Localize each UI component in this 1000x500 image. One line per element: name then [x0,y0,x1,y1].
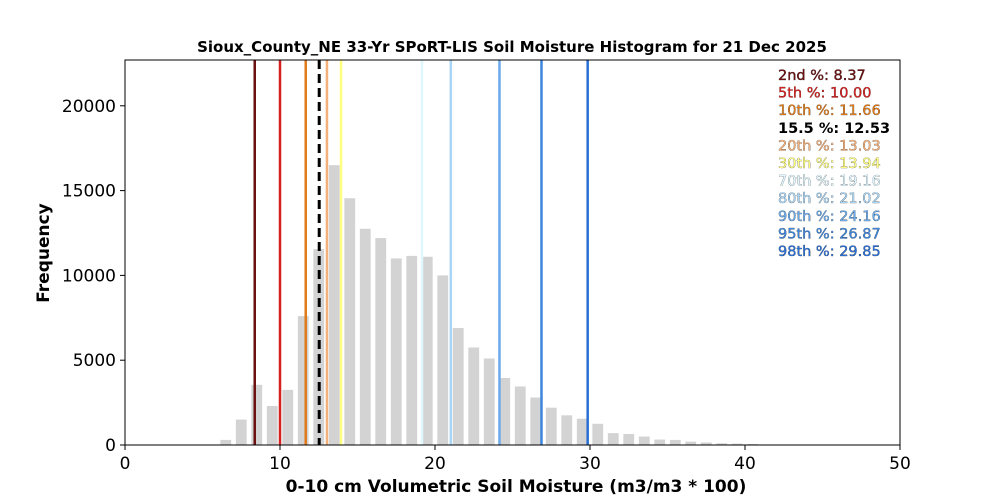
x-tick-label: 30 [579,454,601,474]
legend-entry: 98th %: 29.85 [778,244,881,260]
bars-group [220,165,774,446]
histogram-bar [251,384,263,445]
histogram-bar [499,378,511,445]
histogram-bar [716,443,728,445]
histogram-bar [685,441,697,445]
histogram-bar [468,347,480,445]
chart-title: Sioux_County_NE 33-Yr SPoRT-LIS Soil Moi… [197,38,827,56]
x-axis-ticks: 0 10 20 30 40 50 [120,445,911,474]
histogram-bar [623,433,635,445]
legend-entry: 10th %: 11.66 [778,103,881,119]
y-tick-label: 15000 [62,182,116,202]
histogram-bar [638,436,650,445]
x-tick-label: 40 [734,454,756,474]
x-tick-label: 50 [889,454,911,474]
histogram-bar [576,418,588,445]
x-axis-label: 0-10 cm Volumetric Soil Moisture (m3/m3 … [286,477,747,497]
histogram-bar [235,419,247,445]
legend-entry: 20th %: 13.03 [778,138,881,154]
legend-entry: 5th %: 10.00 [778,86,872,102]
histogram-bar [344,198,356,445]
histogram-bar [530,397,542,445]
percentile-lines-group [253,60,589,445]
histogram-bar [700,442,712,445]
histogram-bar [406,255,418,445]
histogram-bar [592,423,604,445]
histogram-bar [483,358,495,445]
x-tick-label: 10 [269,454,291,474]
x-tick-label: 20 [424,454,446,474]
y-tick-label: 0 [105,436,116,456]
histogram-bar [669,439,681,445]
y-axis-ticks: 0 5000 10000 15000 20000 [62,97,125,456]
y-tick-label: 20000 [62,97,116,117]
x-tick-label: 0 [120,454,131,474]
legend-entry: 70th %: 19.16 [778,174,881,190]
histogram-bar [437,275,449,445]
legend-entry: 95th %: 26.87 [778,226,881,242]
legend-entry: 80th %: 21.02 [778,191,881,207]
histogram-bar [514,386,526,445]
histogram-bar [359,228,371,445]
histogram-bar [375,238,387,445]
histogram-bar [390,258,402,445]
plot-frame [124,59,901,446]
legend-entry: 15.5 %: 12.53 [778,121,890,137]
histogram-bar [561,415,573,445]
histogram-bar [421,256,433,445]
y-axis-label: Frequency [34,203,54,303]
histogram-bar [731,443,743,445]
histogram-bar [452,327,464,445]
histogram-bar [545,407,557,445]
histogram-bar [607,433,619,445]
y-tick-label: 10000 [62,266,116,286]
histogram-bar [747,443,759,445]
legend-entry: 2nd %: 8.37 [778,68,866,84]
histogram-bar [654,439,666,445]
histogram-bar [282,389,294,445]
y-tick-label: 5000 [73,351,116,371]
legend-entry: 90th %: 24.16 [778,209,881,225]
histogram-bar [266,405,278,445]
histogram-bar [328,165,340,446]
legend-entry: 30th %: 13.94 [778,156,881,172]
histogram-bar [220,439,232,445]
histogram-bar [297,316,309,445]
